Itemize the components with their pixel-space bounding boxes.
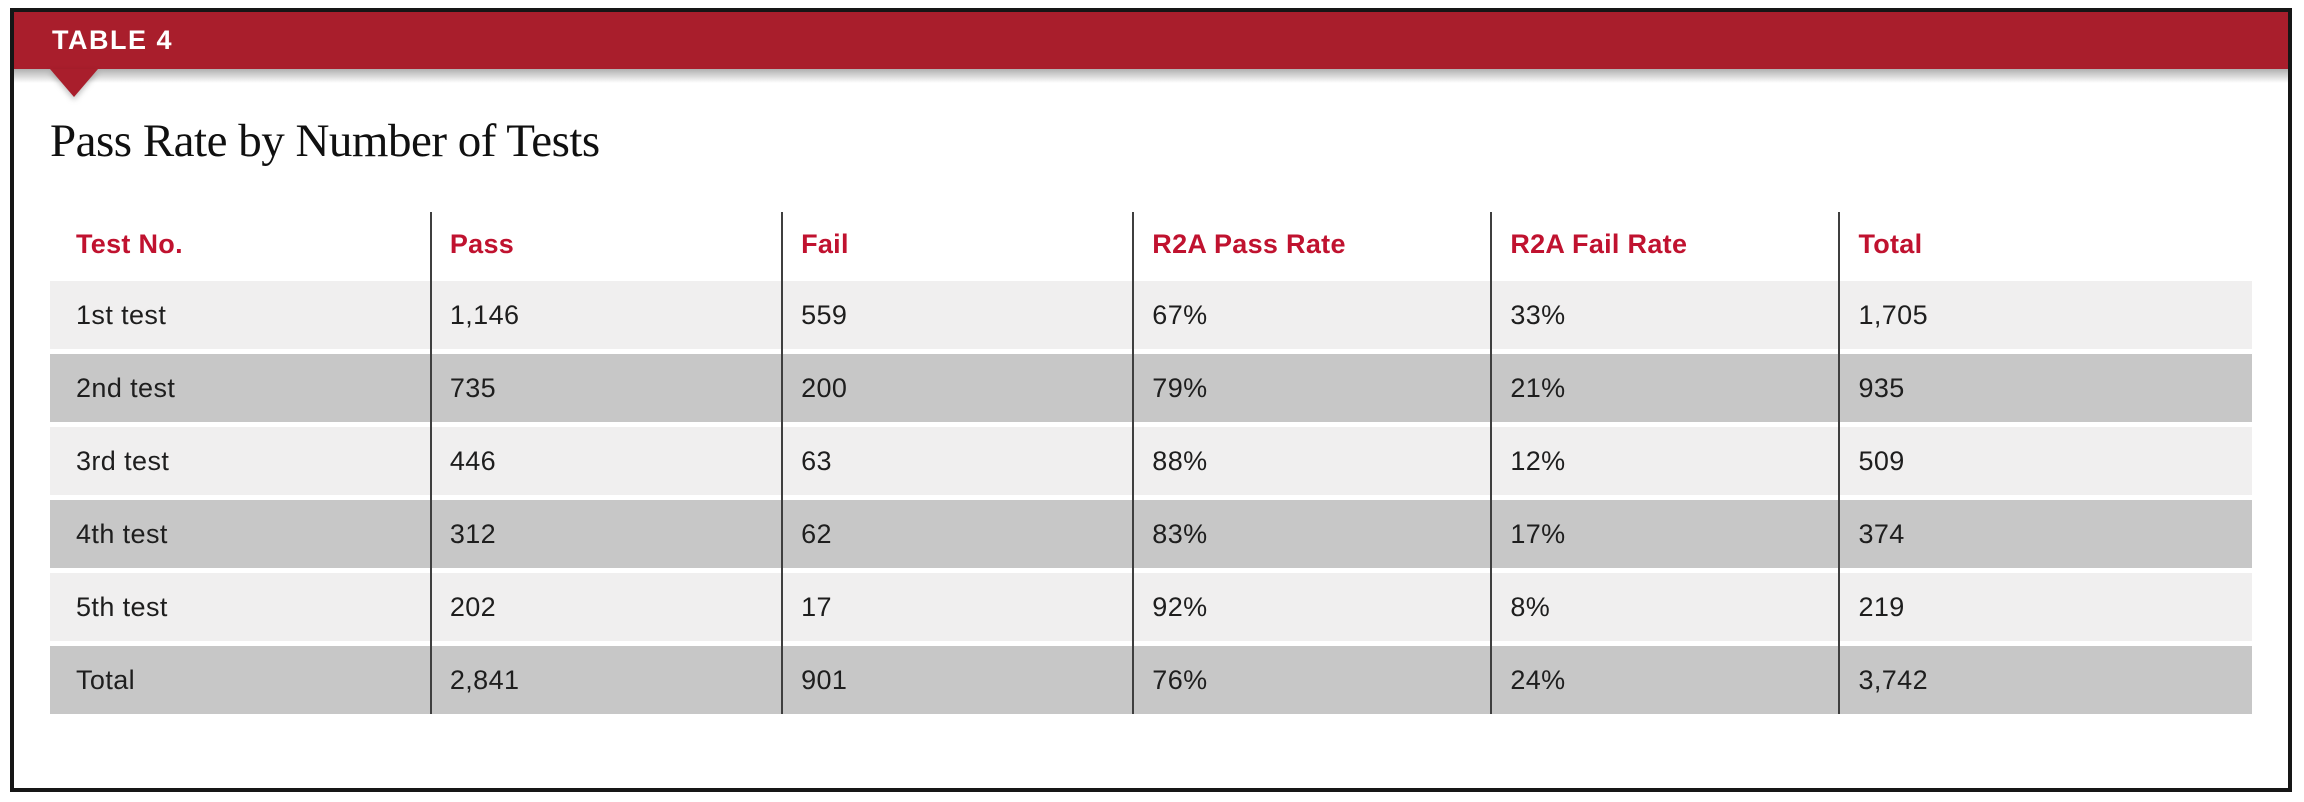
table-cell: 3rd test	[76, 445, 170, 476]
table-header-row: Test No. Pass Fail R2A Pass Rate R2A Fai…	[50, 212, 2252, 276]
table-cell: 5th test	[76, 591, 168, 622]
table-cell: 17%	[1510, 518, 1566, 549]
table-row: 3rd test 446 63 88% 12% 509	[50, 427, 2252, 496]
header-cell-test-no: Test No.	[76, 228, 183, 259]
column-divider	[1490, 212, 1493, 715]
table-cell: 202	[449, 591, 497, 622]
header-cell-r2a-pass-rate: R2A Pass Rate	[1152, 228, 1346, 259]
table-cell: 219	[1858, 591, 1905, 622]
table-cell: 88%	[1152, 445, 1208, 476]
table-row: 1st test 1,146 559 67% 33% 1,705	[50, 281, 2252, 350]
table-cell: 200	[801, 372, 848, 403]
header-cell-r2a-fail-rate: R2A Fail Rate	[1510, 228, 1688, 259]
table-cell: 62	[801, 518, 832, 549]
header-cell-total: Total	[1858, 228, 1923, 259]
table-cell: 8%	[1510, 591, 1551, 622]
column-divider	[429, 212, 432, 715]
table-cell: 935	[1858, 372, 1905, 403]
table-cell: 63	[801, 445, 832, 476]
table-cell: 4th test	[76, 518, 168, 549]
table-cell: 374	[1858, 518, 1905, 549]
table-cell: 24%	[1510, 664, 1566, 695]
table-cell: 3,742	[1858, 664, 1929, 695]
table-cell: 2nd test	[76, 372, 176, 403]
table-row-total: Total 2,841 901 76% 24% 3,742	[50, 646, 2252, 715]
table-cell: 67%	[1152, 299, 1208, 330]
banner-pointer-icon	[50, 69, 98, 97]
table-cell: 33%	[1510, 299, 1566, 330]
table-cell: 17	[801, 591, 832, 622]
table-row: 4th test 312 62 83% 17% 374	[50, 500, 2252, 569]
table-cell: 509	[1858, 445, 1905, 476]
banner-label: TABLE 4	[52, 25, 174, 55]
table-cell: 21%	[1510, 372, 1566, 403]
table-cell: 76%	[1152, 664, 1208, 695]
table-cell: 79%	[1152, 372, 1208, 403]
table-cell: 2,841	[449, 664, 520, 695]
table-cell: 1st test	[76, 299, 167, 330]
table-row: 5th test 202 17 92% 8% 219	[50, 573, 2252, 642]
banner-shadow	[14, 69, 2288, 83]
data-table: Test No. Pass Fail R2A Pass Rate R2A Fai…	[50, 212, 2252, 715]
table-cell: Total	[76, 664, 136, 695]
document-frame: TABLE 4 Pass Rate by Number of Tests Tes…	[10, 8, 2292, 792]
table-cell: 735	[449, 372, 497, 403]
table-cell: 901	[801, 664, 848, 695]
header-cell-pass: Pass	[449, 228, 515, 259]
table-cell: 559	[801, 299, 848, 330]
table-cell: 83%	[1152, 518, 1208, 549]
table-cell: 312	[449, 518, 497, 549]
table-cell: 92%	[1152, 591, 1208, 622]
header-cell-fail: Fail	[801, 228, 849, 259]
column-divider	[1132, 212, 1135, 715]
table-banner: TABLE 4	[14, 12, 2288, 69]
table-row: 2nd test 735 200 79% 21% 935	[50, 354, 2252, 423]
table-cell: 1,705	[1858, 299, 1929, 330]
table-cell: 12%	[1510, 445, 1566, 476]
table-cell: 1,146	[449, 299, 520, 330]
table-cell: 446	[449, 445, 497, 476]
column-divider	[781, 212, 784, 715]
table-title: Pass Rate by Number of Tests	[50, 115, 600, 167]
column-divider	[1838, 212, 1841, 715]
